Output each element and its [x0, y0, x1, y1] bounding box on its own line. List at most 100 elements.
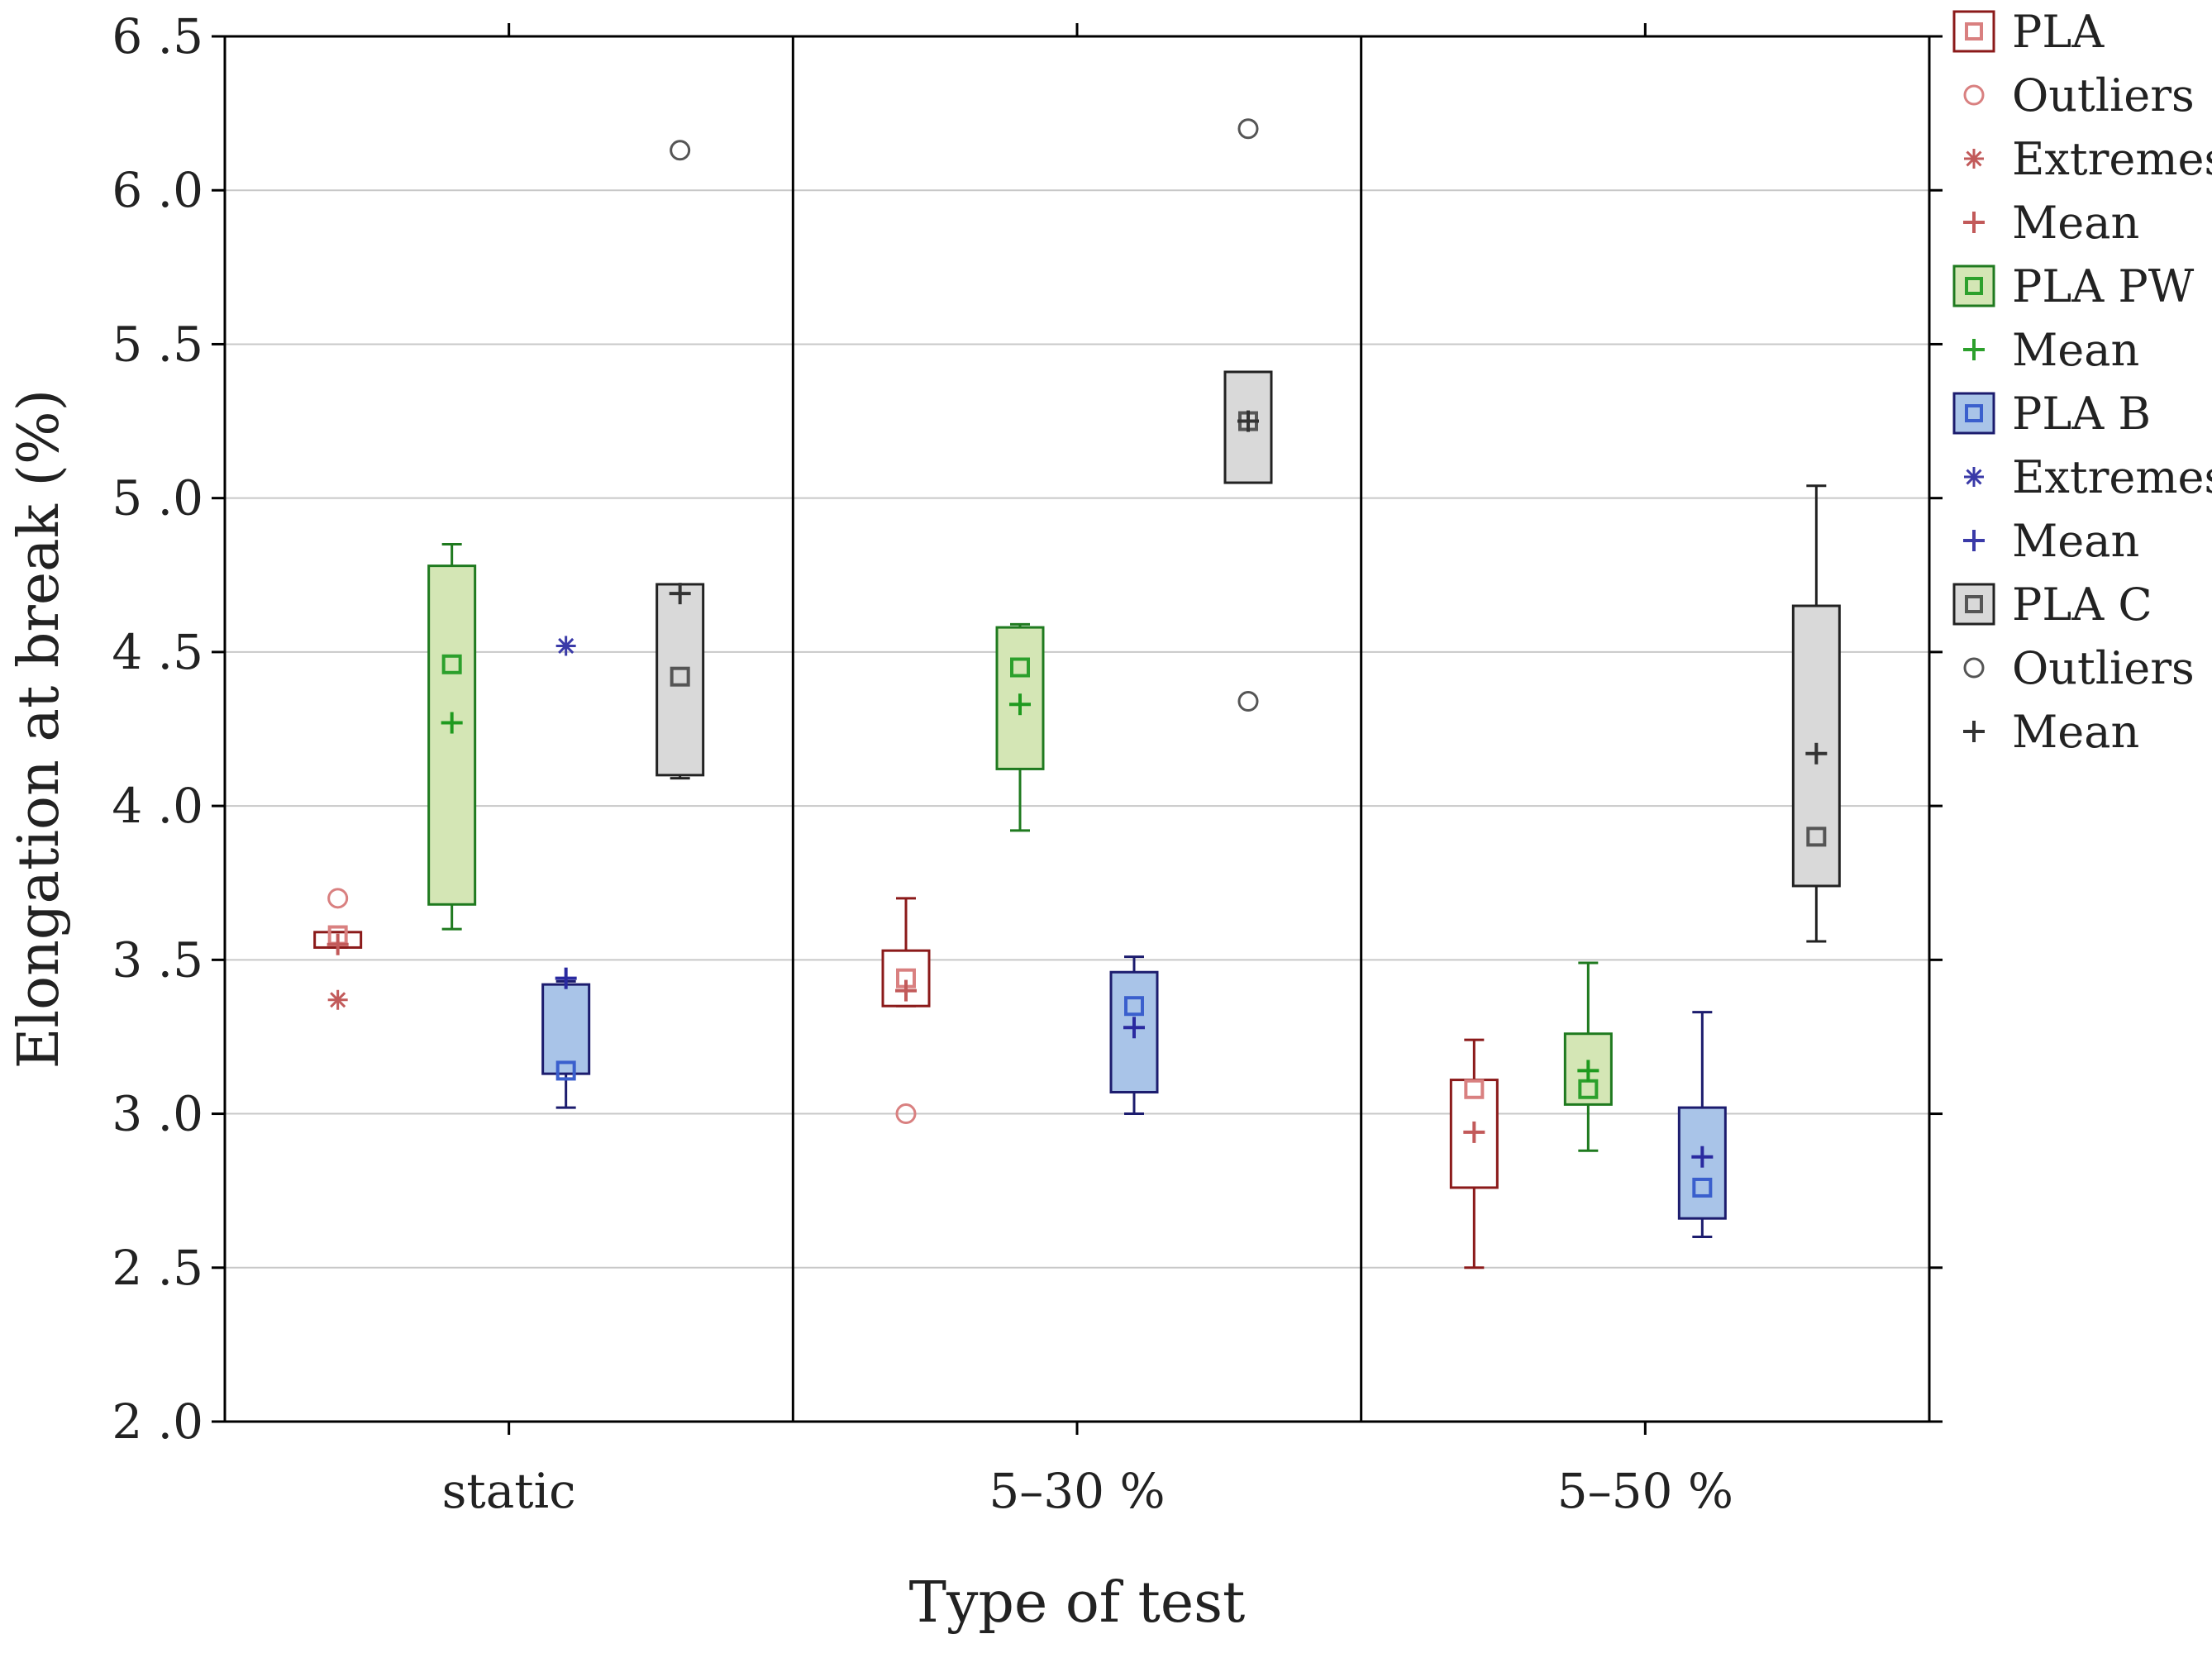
legend-item: Mean [1963, 515, 2139, 567]
box-pla-c [655, 140, 705, 780]
legend-mean-swatch [1963, 339, 1985, 360]
grid-lines [225, 189, 1929, 1269]
legend-outlier-swatch [1963, 657, 1985, 679]
y-tick-label: 3 .5 [112, 931, 203, 988]
legend-label: Outliers [2012, 69, 2195, 121]
median-marker [1010, 657, 1030, 678]
y-tick-label: 2 .5 [112, 1240, 203, 1296]
outlier-point [1237, 118, 1259, 140]
y-tick-label: 6 .5 [112, 8, 203, 64]
mean-marker [1577, 1060, 1599, 1082]
extreme-point-stroke [330, 992, 346, 1008]
legend-box-swatch [1952, 10, 1995, 53]
box-body [541, 983, 591, 1075]
mean-marker [441, 712, 463, 734]
mean-marker [895, 979, 917, 1002]
box-pla-b [541, 636, 591, 1109]
legend-item: PLA [1952, 6, 2105, 58]
y-axis-label: Elongation at break (%) [7, 389, 72, 1069]
legend-extreme-swatch-stroke [1966, 469, 1982, 485]
outlier-point [327, 888, 349, 909]
box-pla [881, 897, 931, 1125]
y-tick-label: 3 .0 [112, 1086, 203, 1142]
legend-item: Extremes [1964, 451, 2212, 503]
box-pla-pw [1563, 961, 1613, 1152]
legend-box-median [1965, 22, 1983, 40]
y-tick-label: 5 .5 [112, 316, 203, 372]
outlier-point [670, 140, 691, 161]
median-marker [555, 1060, 576, 1081]
box-pla [1449, 1038, 1499, 1270]
extreme-point [555, 636, 576, 656]
legend-item: PLA C [1952, 579, 2152, 631]
legend-box-median [1965, 277, 1983, 295]
plot-frame [223, 35, 1931, 1423]
x-tick-label: static [442, 1463, 576, 1519]
legend-item: PLA PW [1952, 260, 2195, 312]
median-marker [441, 654, 462, 674]
median-marker [670, 666, 690, 687]
outlier-point [895, 1103, 917, 1125]
legend-item: Mean [1963, 197, 2139, 249]
box-pla-pw [995, 622, 1045, 832]
mean-marker [1009, 693, 1031, 716]
outlier-point [1237, 690, 1259, 712]
box-body [427, 564, 477, 906]
legend-label: Outliers [2012, 642, 2195, 694]
extreme-point [327, 989, 348, 1010]
box-body [655, 583, 705, 777]
mean-marker [1237, 410, 1259, 432]
legend-extreme-swatch-stroke [1966, 150, 1982, 167]
box-pla [313, 888, 363, 1010]
legend-label: PLA [2012, 6, 2105, 58]
legend-label: Mean [2012, 197, 2139, 249]
box-pla-pw [427, 543, 477, 931]
legend-mean-swatch [1963, 212, 1985, 233]
legend-box-median [1965, 404, 1983, 422]
y-tick-label: 4 .0 [112, 778, 203, 834]
legend: PLA Outliers Extremes Mean PLA PW Mean PLA B Ex… [1952, 6, 2212, 758]
x-axis-label: Type of test [909, 1570, 1246, 1636]
legend-label: Extremes [2012, 451, 2212, 503]
legend-extreme-swatch [1964, 467, 1984, 487]
median-marker [1806, 826, 1827, 847]
box-pla-b [1677, 1011, 1727, 1239]
legend-extreme-swatch [1964, 149, 1984, 169]
x-tick-label: 5–50 % [1557, 1463, 1733, 1519]
boxes [313, 118, 1841, 1270]
legend-label: PLA B [2012, 388, 2151, 440]
mean-marker [1691, 1146, 1714, 1168]
legend-item: Extremes [1964, 133, 2212, 185]
axes: 2 .0 2 .5 3 .0 3 .5 4 .0 4 .5 5 .0 5 .5 6 .0 6 .5… [112, 8, 1943, 1519]
legend-label: Mean [2012, 515, 2139, 567]
box-pla-b [1109, 955, 1159, 1116]
legend-label: Mean [2012, 706, 2139, 758]
legend-label: PLA PW [2012, 260, 2195, 312]
box-pla-c [1791, 484, 1841, 943]
mean-marker [1463, 1121, 1485, 1143]
y-tick-label: 5 .0 [112, 470, 203, 526]
legend-item: Outliers [1963, 642, 2195, 694]
mean-marker [1805, 742, 1828, 765]
mean-marker [555, 967, 577, 989]
y-tick-label: 2 .0 [112, 1393, 203, 1450]
x-tick-label: 5–30 % [989, 1463, 1165, 1519]
box-pla-c [1223, 118, 1273, 712]
legend-item: Mean [1963, 706, 2139, 758]
legend-mean-swatch [1963, 530, 1985, 551]
median-marker [1124, 996, 1144, 1017]
legend-box-swatch [1952, 264, 1995, 307]
legend-item: Mean [1963, 324, 2139, 376]
legend-item: Outliers [1963, 69, 2195, 121]
median-marker [1692, 1177, 1713, 1198]
mean-marker [669, 583, 691, 605]
legend-label: Mean [2012, 324, 2139, 376]
mean-marker [1123, 1017, 1145, 1039]
mean-marker [327, 933, 349, 955]
legend-outlier-swatch [1963, 84, 1985, 106]
median-marker [1464, 1079, 1485, 1099]
y-tick-label: 6 .0 [112, 162, 203, 218]
legend-label: PLA C [2012, 579, 2152, 631]
legend-box-swatch [1952, 392, 1995, 435]
